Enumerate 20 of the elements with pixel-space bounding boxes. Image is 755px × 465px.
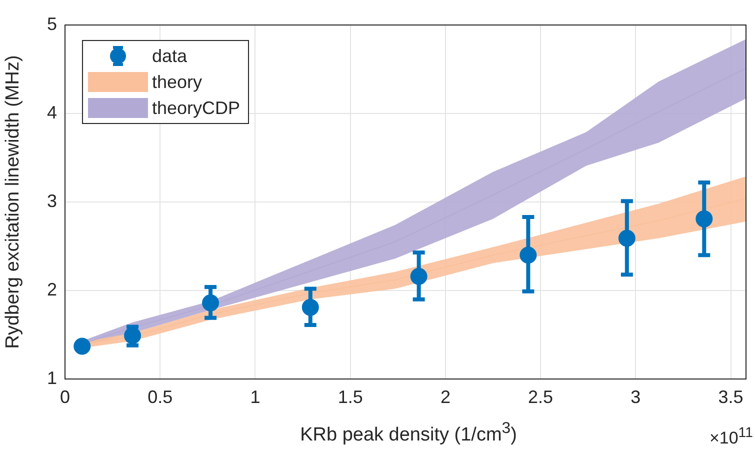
y-tick-label: 5 — [46, 14, 57, 34]
x-tick-label: 2.5 — [528, 386, 554, 407]
text: ×10$^{11}$ — [709, 425, 753, 449]
y-tick-label: 1 — [46, 368, 57, 388]
legend-label: data — [152, 45, 188, 68]
x-tick-label: 0.5 — [148, 386, 173, 407]
x-tick-label: 3 — [630, 386, 641, 407]
point — [74, 338, 91, 355]
y-tick-label: 2 — [46, 279, 57, 300]
x-tick-label: 1 — [250, 386, 260, 407]
y-axis-title: Rydberg excitation linewidth (MHz) — [2, 55, 24, 349]
x-tick-label: 3.5 — [718, 386, 744, 407]
y-tick-label: 4 — [46, 102, 57, 122]
y-tick-label: 3 — [46, 190, 57, 211]
x-tick-label: 2 — [440, 386, 450, 407]
x-tick-label: 0 — [60, 386, 70, 407]
legend-label: theory — [152, 71, 202, 94]
x-tick-label: 1.5 — [338, 386, 363, 407]
legend-label: theoryCDP — [152, 97, 240, 120]
x-axis-title: KRb peak density (1/cm$^{3}$) — [300, 420, 517, 446]
